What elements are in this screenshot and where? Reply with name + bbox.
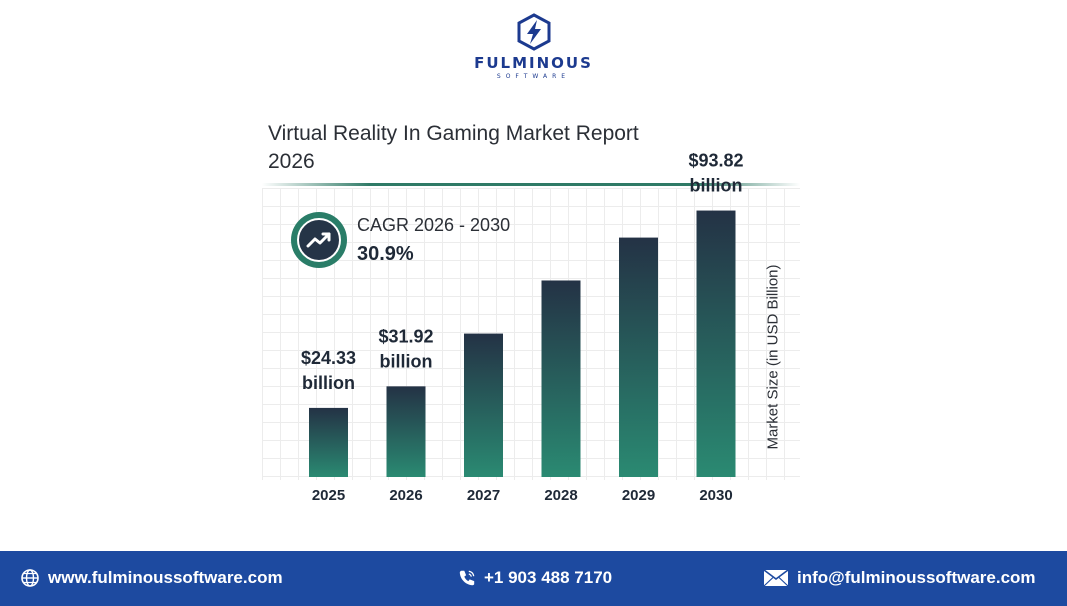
brand-name: FULMINOUS: [474, 54, 593, 72]
bar-2028: [541, 280, 581, 477]
x-tick-label: 2028: [544, 487, 577, 504]
data-label: $24.33: [301, 348, 356, 368]
x-tick-label: 2029: [622, 487, 655, 504]
bolt-hexagon-icon: [517, 13, 550, 51]
data-label: billion: [380, 351, 433, 371]
y-axis-label: Market Size (in USD Billion): [764, 264, 782, 450]
bar-2030: [696, 210, 736, 477]
brand-tagline: SOFTWARE: [496, 73, 571, 80]
footer-email[interactable]: info@fulminoussoftware.com: [763, 568, 1036, 588]
website-link[interactable]: www.fulminoussoftware.com: [48, 568, 283, 587]
x-tick-label: 2026: [389, 487, 422, 504]
data-label: billion: [302, 373, 355, 393]
cagr-badge: [291, 212, 347, 268]
bar-2027: [464, 333, 503, 477]
footer-website[interactable]: www.fulminoussoftware.com: [20, 568, 283, 588]
envelope-icon: [763, 569, 789, 587]
cagr-value: 30.9%: [357, 243, 414, 265]
cagr-label: CAGR 2026 - 2030: [357, 215, 511, 235]
bar-2025: [309, 407, 348, 477]
data-label: billion: [690, 176, 743, 196]
brand-logo: FULMINOUS SOFTWARE: [0, 12, 1067, 80]
trending-up-icon: [297, 218, 341, 262]
data-label: $31.92: [378, 326, 433, 346]
footer-bar: www.fulminoussoftware.com +1 903 488 717…: [0, 551, 1067, 606]
phone-icon: [459, 570, 475, 586]
chart-title: Virtual Reality In Gaming Market Report …: [268, 122, 639, 173]
email-link[interactable]: info@fulminoussoftware.com: [797, 568, 1036, 587]
x-tick-label: 2025: [312, 487, 345, 504]
globe-icon: [21, 569, 39, 587]
data-label: $93.82: [688, 151, 743, 171]
bar-2026: [386, 386, 426, 477]
x-tick-label: 2027: [467, 487, 500, 504]
bar-2029: [619, 237, 658, 477]
phone-number[interactable]: +1 903 488 7170: [484, 568, 613, 587]
title-divider: [262, 183, 800, 186]
x-tick-label: 2030: [699, 487, 732, 504]
footer-phone[interactable]: +1 903 488 7170: [458, 568, 612, 588]
